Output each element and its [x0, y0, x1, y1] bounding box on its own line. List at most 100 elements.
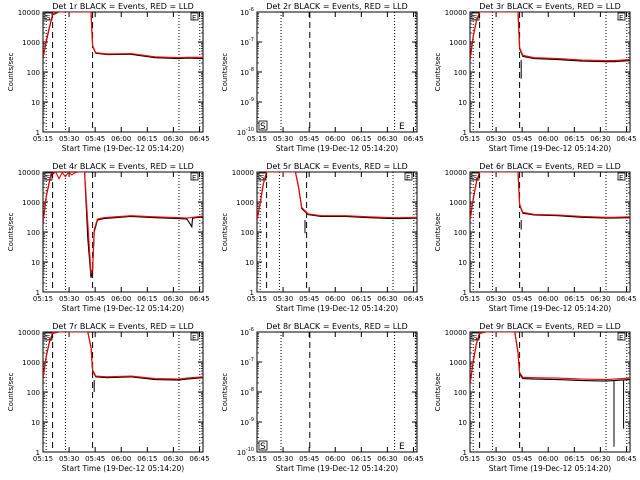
y-tick-label: 10 [458, 419, 467, 427]
start-box [471, 172, 480, 181]
x-axis-label: Start Time (19-Dec-12 05:14:20) [489, 144, 611, 153]
start-marker-label: S [260, 122, 266, 132]
x-tick-label: 05:15 [247, 295, 267, 303]
x-tick-label: 05:15 [247, 135, 267, 143]
det-panel-6: Det 6r BLACK = Events, RED = LLD 1 10 100 10… [434, 162, 637, 313]
x-tick-label: 06:45 [189, 135, 209, 143]
y-tick-label: 10000 [445, 169, 467, 177]
x-tick-label: 06:15 [137, 455, 157, 463]
series-lld-line [470, 332, 630, 384]
y-tick-label: 1 [463, 289, 467, 297]
x-tick-label: 06:15 [351, 295, 371, 303]
end-marker-label: E [192, 174, 196, 182]
y-tick-label: 10000 [445, 9, 467, 17]
x-tick-label: 05:45 [512, 455, 532, 463]
y-tick-label: 10-9 [240, 97, 254, 107]
x-tick-label: 06:00 [111, 135, 131, 143]
x-tick-label: 06:45 [189, 295, 209, 303]
x-tick-label: 06:30 [590, 455, 610, 463]
x-tick-label: 06:45 [403, 295, 423, 303]
x-axis-label: Start Time (19-Dec-12 05:14:20) [489, 464, 611, 473]
series-lld-line [470, 172, 630, 220]
panel-title: Det 5r BLACK = Events, RED = LLD [266, 162, 408, 171]
x-tick-label: 06:30 [163, 295, 183, 303]
y-tick-label: 10000 [232, 169, 254, 177]
end-marker-label: E [399, 122, 405, 132]
x-tick-label: 06:30 [163, 135, 183, 143]
y-tick-label: 1000 [22, 199, 40, 207]
x-tick-label: 06:30 [377, 455, 397, 463]
start-marker-label: S [260, 442, 266, 452]
x-tick-label: 06:30 [590, 135, 610, 143]
y-axis-label: Counts/sec [434, 373, 442, 412]
start-marker-label: S [473, 174, 478, 182]
y-tick-label: 10-10 [237, 447, 254, 457]
end-marker-label: E [192, 334, 196, 342]
y-axis-label: Counts/sec [221, 373, 229, 412]
y-tick-label: 1 [463, 129, 467, 137]
x-axis-label: Start Time (19-Dec-12 05:14:20) [276, 144, 398, 153]
series-lld-line [257, 172, 417, 220]
y-tick-label: 10000 [445, 329, 467, 337]
y-tick-label: 10000 [18, 169, 40, 177]
x-tick-label: 06:00 [325, 295, 345, 303]
x-tick-label: 06:15 [137, 295, 157, 303]
x-tick-label: 06:45 [616, 295, 636, 303]
x-tick-label: 05:30 [59, 295, 79, 303]
y-tick-label: 10-10 [237, 127, 254, 137]
start-box [258, 440, 268, 451]
series-events-line [470, 332, 630, 385]
x-tick-label: 06:15 [351, 455, 371, 463]
y-axis-label: Counts/sec [7, 53, 15, 92]
x-tick-label: 06:00 [538, 455, 558, 463]
x-tick-label: 06:30 [377, 295, 397, 303]
start-box [471, 12, 480, 21]
series-lld-line [43, 12, 203, 59]
x-tick-label: 05:30 [273, 295, 293, 303]
y-tick-label: 10 [31, 259, 40, 267]
det-panel-3: Det 3r BLACK = Events, RED = LLD 1 10 100 10… [434, 2, 637, 153]
det-panel-9: Det 9r BLACK = Events, RED = LLD 1 10 100 10… [434, 322, 637, 473]
x-tick-label: 06:45 [189, 455, 209, 463]
x-tick-label: 06:00 [325, 455, 345, 463]
y-tick-label: 100 [27, 389, 40, 397]
x-tick-label: 05:45 [85, 135, 105, 143]
x-tick-label: 05:45 [512, 135, 532, 143]
end-box [404, 172, 413, 181]
y-tick-label: 100 [27, 229, 40, 237]
panel-title: Det 3r BLACK = Events, RED = LLD [479, 2, 621, 11]
y-tick-label: 100 [241, 229, 254, 237]
end-box [190, 172, 199, 181]
x-tick-label: 06:00 [111, 455, 131, 463]
x-tick-label: 06:30 [590, 295, 610, 303]
y-tick-label: 1000 [449, 39, 467, 47]
y-axis-label: Counts/sec [434, 53, 442, 92]
x-axis-label: Start Time (19-Dec-12 05:14:20) [276, 464, 398, 473]
x-tick-label: 06:15 [137, 135, 157, 143]
x-tick-label: 05:30 [486, 455, 506, 463]
y-tick-label: 100 [454, 389, 467, 397]
y-tick-label: 10 [245, 259, 254, 267]
y-tick-label: 10 [458, 99, 467, 107]
y-tick-label: 1000 [449, 199, 467, 207]
panel-title: Det 7r BLACK = Events, RED = LLD [52, 322, 194, 331]
y-tick-label: 1 [36, 449, 40, 457]
y-tick-label: 10000 [18, 329, 40, 337]
y-axis-label: Counts/sec [221, 53, 229, 92]
x-tick-label: 06:00 [538, 295, 558, 303]
x-tick-label: 05:30 [486, 135, 506, 143]
x-tick-label: 06:30 [163, 455, 183, 463]
x-tick-label: 06:45 [403, 455, 423, 463]
panel-title: Det 6r BLACK = Events, RED = LLD [479, 162, 621, 171]
y-tick-label: 100 [27, 69, 40, 77]
panel-title: Det 9r BLACK = Events, RED = LLD [479, 322, 621, 331]
x-axis-label: Start Time (19-Dec-12 05:14:20) [62, 144, 184, 153]
x-tick-label: 06:30 [377, 135, 397, 143]
y-axis-label: Counts/sec [7, 213, 15, 252]
start-marker-label: S [46, 174, 51, 182]
end-box [190, 12, 199, 21]
x-tick-label: 05:45 [85, 455, 105, 463]
start-marker-label: S [473, 14, 478, 22]
y-tick-label: 10000 [18, 9, 40, 17]
y-tick-label: 1 [250, 289, 254, 297]
